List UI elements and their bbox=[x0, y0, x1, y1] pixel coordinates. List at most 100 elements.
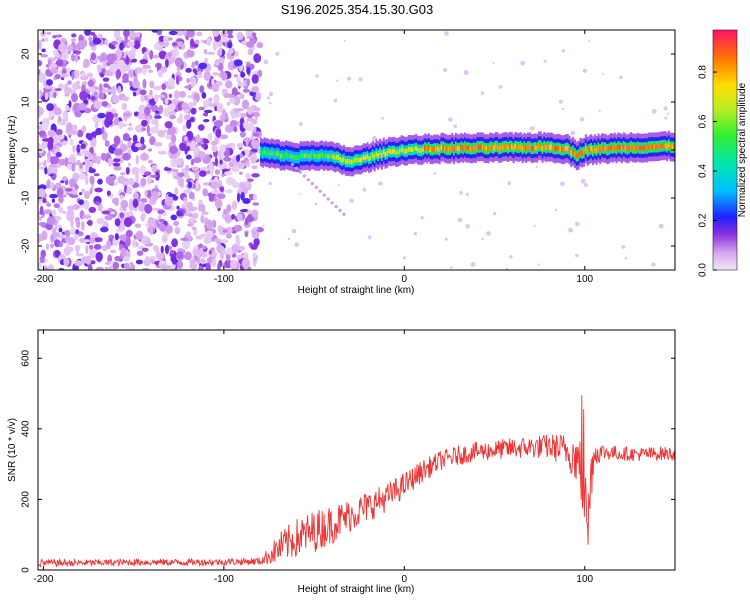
spectrogram-ridge-cell bbox=[274, 152, 277, 157]
spectrogram-speckle bbox=[97, 203, 103, 212]
spectrogram-speckle bbox=[221, 173, 225, 178]
spectrogram-ridge-cell bbox=[666, 144, 669, 150]
spectrogram-speckle bbox=[211, 145, 218, 153]
spectrogram-speckle bbox=[52, 232, 61, 237]
spectrogram-speckle bbox=[41, 122, 49, 131]
spectrogram-speckle bbox=[66, 122, 73, 132]
spectrogram-speckle bbox=[64, 229, 71, 237]
spectrogram-speckle bbox=[505, 267, 508, 270]
spectrogram-speckle bbox=[167, 193, 177, 197]
spectrogram-speckle bbox=[38, 200, 43, 205]
spectrogram-ridge-cell bbox=[602, 145, 605, 151]
spectrogram-speckle bbox=[188, 217, 196, 223]
spectrogram-speckle bbox=[186, 77, 190, 84]
spectrogram-speckle bbox=[76, 144, 81, 154]
spectrogram-speckle bbox=[201, 245, 207, 250]
spectrogram-speckle bbox=[108, 234, 115, 240]
snr-x-tick-label: -100 bbox=[214, 574, 234, 585]
spectrogram-ridge-cell bbox=[285, 152, 288, 158]
spectrogram-speckle bbox=[290, 162, 294, 166]
spectrogram-speckle bbox=[77, 129, 84, 138]
spectrogram-speckle bbox=[486, 231, 491, 236]
spectrogram-speckle bbox=[80, 256, 89, 264]
spectrogram-speckle bbox=[47, 140, 54, 151]
spectrogram-ridge-cell bbox=[492, 145, 495, 151]
spectrogram-speckle bbox=[231, 165, 240, 173]
spectrogram-ridge-cell bbox=[669, 144, 672, 150]
spectrogram-speckle bbox=[147, 159, 153, 164]
spectrogram-ridge-cell bbox=[628, 145, 631, 151]
spectrogram-ridge-cell bbox=[523, 144, 526, 150]
spectrogram-ridge-cell bbox=[324, 152, 327, 158]
spectrogram-speckle bbox=[561, 49, 566, 53]
spectrogram-speckle bbox=[250, 244, 258, 250]
spectrogram-speckle bbox=[149, 80, 155, 89]
spectrogram-speckle bbox=[223, 156, 232, 162]
spectrogram-speckle bbox=[254, 116, 258, 121]
spectrogram-ridge-cell bbox=[472, 145, 475, 151]
spectrogram-ridge-cell bbox=[267, 150, 270, 156]
spectrogram-speckle bbox=[90, 31, 96, 36]
spectrogram-speckle bbox=[127, 177, 135, 186]
spectrogram-speckle bbox=[164, 55, 173, 60]
spectrogram-speckle bbox=[125, 167, 130, 175]
spectrogram-ridge-cell bbox=[436, 146, 439, 152]
snr-x-tick-label: 100 bbox=[576, 574, 593, 585]
spectrogram-speckle bbox=[68, 100, 72, 108]
spectrogram-speckle bbox=[144, 51, 150, 56]
spectrogram-speckle bbox=[537, 263, 541, 266]
spectrogram-speckle bbox=[170, 158, 178, 168]
spectrogram-ridge-cell bbox=[489, 144, 492, 150]
spectrogram-speckle bbox=[330, 201, 334, 205]
spectrogram-speckle bbox=[651, 262, 656, 267]
spectrogram-speckle bbox=[112, 113, 119, 118]
spectrogram-ridge-cell bbox=[290, 153, 293, 159]
spectrogram-speckle bbox=[211, 78, 215, 86]
spectrogram-speckle bbox=[162, 212, 167, 217]
spectrogram-speckle bbox=[122, 73, 129, 83]
spectrogram-speckle bbox=[72, 82, 78, 91]
spectrogram-speckle bbox=[58, 227, 63, 233]
spectrogram-ridge-cell bbox=[435, 146, 438, 152]
spectrogram-speckle bbox=[208, 250, 213, 255]
colorbar-frame bbox=[712, 29, 738, 271]
spectrogram-speckle bbox=[141, 247, 149, 252]
spectrogram-speckle bbox=[189, 116, 195, 123]
spectrogram-speckle bbox=[152, 105, 159, 113]
spectrogram-speckle bbox=[167, 77, 175, 88]
spectrogram-speckle bbox=[171, 42, 179, 47]
spectrogram-speckle bbox=[104, 39, 109, 46]
spectrogram-ridge-cell bbox=[622, 144, 625, 150]
spectrogram-speckle bbox=[103, 220, 108, 227]
spectrogram-speckle bbox=[100, 73, 104, 78]
colorbar-tick-label: 0.2 bbox=[698, 213, 709, 227]
spectrogram-speckle bbox=[66, 205, 75, 211]
spectrogram-speckle bbox=[167, 52, 173, 57]
spectrogram-speckle bbox=[218, 73, 222, 78]
spectrogram-speckle bbox=[535, 165, 538, 168]
spectrogram-speckle bbox=[134, 207, 138, 212]
spectrogram-ridge-cell bbox=[599, 147, 602, 153]
spectrogram-speckle bbox=[235, 254, 244, 258]
spectrogram-speckle bbox=[236, 192, 241, 203]
spectrogram-ridge-cell bbox=[649, 144, 652, 150]
spectrogram-speckle bbox=[241, 99, 250, 110]
spectrogram-speckle bbox=[347, 76, 351, 81]
spectrogram-ridge-cell bbox=[361, 156, 364, 162]
spectrogram-ridge-cell bbox=[444, 145, 447, 151]
spectrogram-speckle bbox=[40, 54, 49, 58]
spectrogram-speckle bbox=[87, 263, 93, 270]
spectrogram-speckle bbox=[57, 134, 65, 140]
spectrogram-speckle bbox=[79, 192, 83, 196]
spectrogram-speckle bbox=[225, 226, 233, 234]
spectrogram-speckle bbox=[268, 91, 274, 97]
spectrogram-speckle bbox=[543, 59, 547, 63]
spectrogram-speckle bbox=[49, 182, 55, 190]
spectrogram-speckle bbox=[240, 71, 246, 78]
spectrogram-speckle bbox=[94, 187, 103, 193]
spectrogram-speckle bbox=[76, 80, 80, 85]
spectrogram-ridge-cell bbox=[278, 151, 281, 157]
spectrogram-speckle bbox=[218, 57, 225, 65]
spectrogram-speckle bbox=[142, 66, 146, 76]
spectrogram-speckle bbox=[96, 217, 105, 225]
